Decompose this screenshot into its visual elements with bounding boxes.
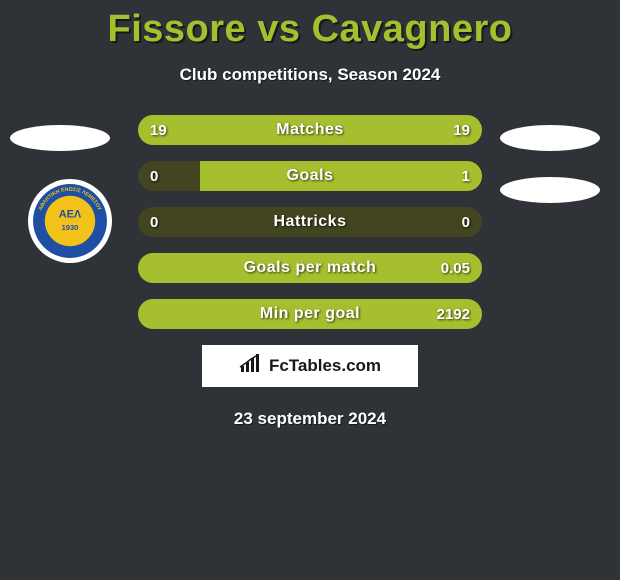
stat-label: Goals per match [138, 253, 482, 283]
comparison-chart: AEΛ 1930 ΑΘΛΗΤΙΚΗ ΕΝΩΣΙΣ ΛΕΜΕΣΟΥ 1919Mat… [0, 115, 620, 329]
stat-row: 2192Min per goal [138, 299, 482, 329]
player-right-avatar-1 [500, 125, 600, 151]
stat-label: Goals [138, 161, 482, 191]
page-title: Fissore vs Cavagnero [0, 0, 620, 51]
svg-text:AEΛ: AEΛ [59, 209, 82, 221]
subtitle: Club competitions, Season 2024 [0, 65, 620, 85]
stat-row: 01Goals [138, 161, 482, 191]
player-left-avatar [10, 125, 110, 151]
branding-text: FcTables.com [269, 356, 381, 376]
stat-label: Matches [138, 115, 482, 145]
stat-row: 00Hattricks [138, 207, 482, 237]
branding-box: FcTables.com [202, 345, 418, 387]
date-text: 23 september 2024 [0, 409, 620, 429]
stat-label: Hattricks [138, 207, 482, 237]
player-right-avatar-2 [500, 177, 600, 203]
club-badge-year: 1930 [62, 223, 79, 232]
bar-chart-icon [239, 354, 263, 379]
club-badge-ael: AEΛ 1930 ΑΘΛΗΤΙΚΗ ΕΝΩΣΙΣ ΛΕΜΕΣΟΥ [28, 179, 112, 263]
stat-label: Min per goal [138, 299, 482, 329]
stat-row: 0.05Goals per match [138, 253, 482, 283]
stat-row: 1919Matches [138, 115, 482, 145]
